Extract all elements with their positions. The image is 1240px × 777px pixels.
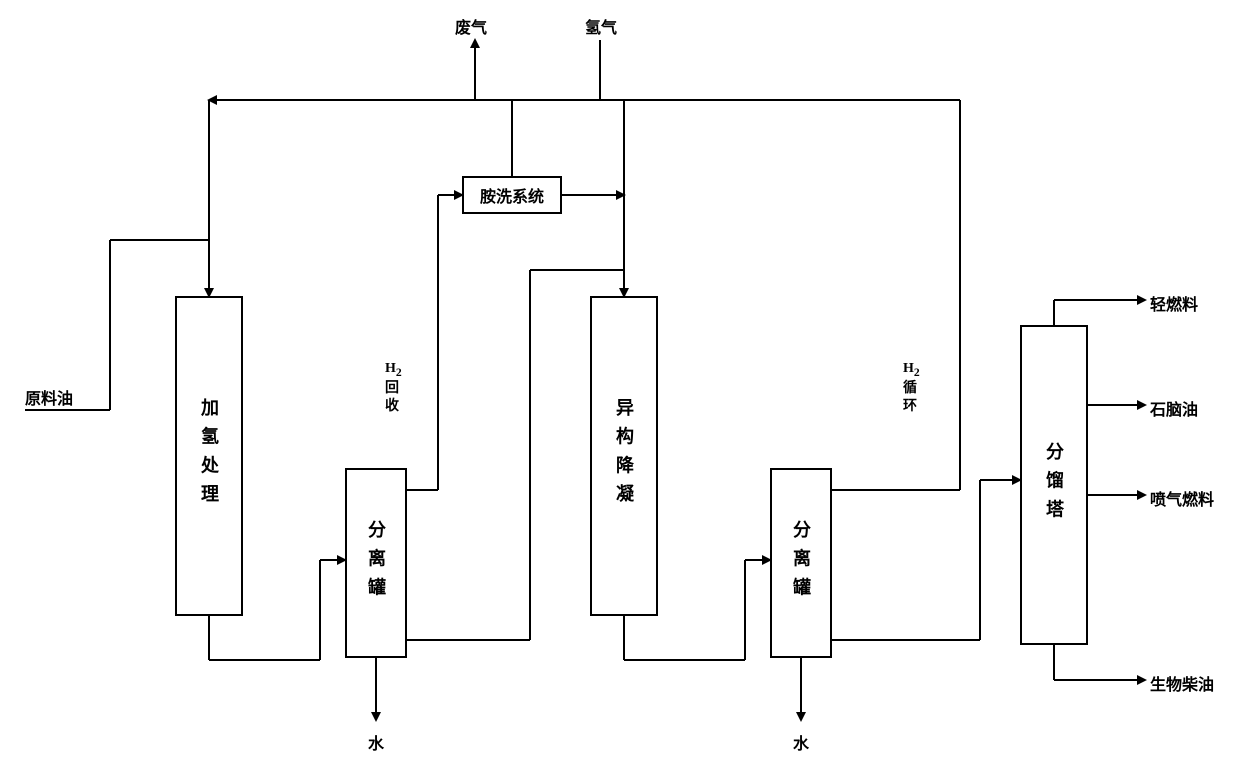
h2-recycle-label: H2循环 (903, 360, 920, 416)
out-naphtha-label: 石脑油 (1150, 396, 1198, 420)
separator-2-label: 分离罐 (788, 520, 814, 606)
feed-oil-label: 原料油 (25, 385, 73, 409)
separator-1-label: 分离罐 (363, 520, 389, 606)
separator-2-box: 分离罐 (770, 468, 832, 658)
out-light-label: 轻燃料 (1150, 291, 1198, 315)
process-diagram: 加氢处理 分离罐 胺洗系统 异构降凝 分离罐 分馏塔 原料油 废气 氢气 H2回… (0, 0, 1240, 777)
hydrogen-label: 氢气 (585, 14, 617, 38)
isomerization-label: 异构降凝 (611, 398, 637, 513)
separator-1-box: 分离罐 (345, 468, 407, 658)
water-1-label: 水 (368, 730, 384, 754)
amine-wash-box: 胺洗系统 (462, 176, 562, 214)
isomerization-box: 异构降凝 (590, 296, 658, 616)
hydro-treatment-label: 加氢处理 (196, 398, 222, 513)
amine-wash-label: 胺洗系统 (480, 183, 544, 207)
water-2-label: 水 (793, 730, 809, 754)
h2-recovery-label: H2回收 (385, 360, 402, 416)
fractionation-box: 分馏塔 (1020, 325, 1088, 645)
out-jet-label: 喷气燃料 (1150, 486, 1214, 510)
waste-gas-label: 废气 (455, 14, 487, 38)
out-biodiesel-label: 生物柴油 (1150, 671, 1214, 695)
fractionation-label: 分馏塔 (1041, 442, 1067, 528)
hydro-treatment-box: 加氢处理 (175, 296, 243, 616)
